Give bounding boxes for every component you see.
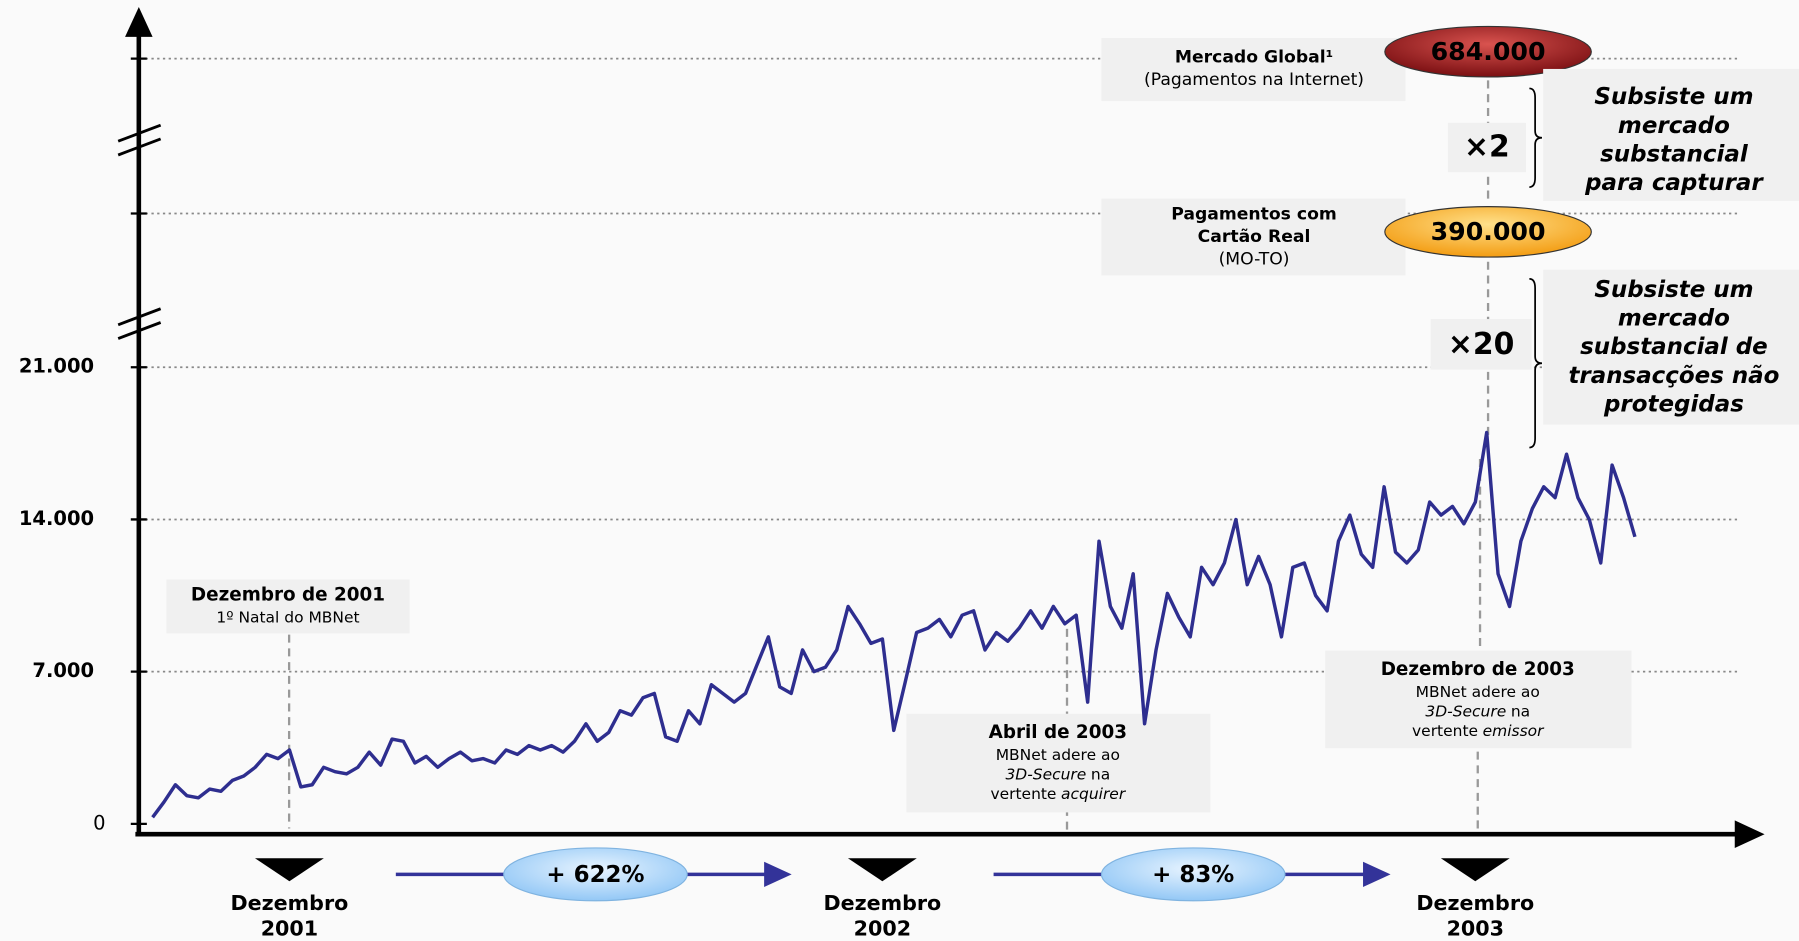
annotation-title: Dezembro de 2003: [1381, 659, 1575, 680]
remark: transacções não: [1568, 363, 1779, 389]
annotation-text: MBNet adere ao: [996, 746, 1120, 764]
level-name: Cartão Real: [1198, 227, 1311, 247]
level-name: Mercado Global¹: [1175, 47, 1333, 67]
annotation-title: Dezembro de 2001: [191, 585, 385, 606]
annotation-segment: 1º Natal do MBNet: [216, 608, 359, 626]
annotation-segment: MBNet adere ao: [996, 746, 1120, 764]
level-bubble: [1384, 206, 1592, 258]
growth-bubble: [1100, 847, 1286, 902]
remark: para capturar: [1584, 170, 1764, 196]
remark: mercado: [1618, 113, 1730, 139]
annotation-text: 1º Natal do MBNet: [216, 608, 359, 626]
remark: Subsiste um: [1594, 84, 1753, 110]
multiplier: ×2: [1464, 130, 1510, 165]
y-tick-label: 21.000: [19, 355, 94, 378]
annotation-box: [906, 713, 1211, 813]
level-value: 390.000: [1431, 217, 1546, 246]
brace: [1529, 278, 1543, 449]
remark: substancial: [1600, 141, 1749, 167]
growth-arrowhead: [764, 861, 792, 887]
multiplier: ×20: [1448, 327, 1515, 362]
y-tick-label: 7.000: [32, 659, 94, 682]
x-tick-label: Dezembro 2003: [1416, 891, 1534, 940]
level-name: (MO-TO): [1219, 249, 1290, 269]
annotation-text: 3D-Secure na: [1005, 765, 1110, 783]
remark: Subsiste um: [1594, 277, 1753, 303]
x-marker: [847, 858, 917, 882]
x-marker: [1440, 858, 1510, 882]
label-box: [1447, 122, 1526, 173]
annotation-text: vertente acquirer: [990, 785, 1126, 803]
annotation-segment: emissor: [1483, 721, 1545, 739]
annotation-segment: na: [1091, 765, 1110, 783]
label-box: [1101, 198, 1406, 276]
annotation-text: vertente emissor: [1412, 721, 1545, 739]
remark: protegidas: [1603, 392, 1744, 418]
data-line: [151, 430, 1637, 819]
annotation-segment: vertente: [1412, 721, 1478, 739]
label-box: [1543, 68, 1799, 201]
level-value: 684.000: [1431, 37, 1546, 66]
growth-bubble: [503, 847, 688, 902]
annotation-text: 3D-Secure na: [1425, 702, 1530, 720]
annotation-segment: 3D-Secure: [1425, 702, 1506, 720]
x-axis-arrow: [1734, 820, 1765, 848]
x-marker: [255, 858, 324, 882]
y-tick-label: 0: [93, 811, 105, 834]
growth-label: + 622%: [546, 862, 644, 888]
label-box: [1101, 37, 1406, 102]
y-axis-arrow: [125, 6, 153, 37]
annotation-segment: vertente: [990, 785, 1056, 803]
level-name: (Pagamentos na Internet): [1144, 70, 1364, 90]
remark: mercado: [1618, 306, 1730, 332]
remark: substancial de: [1580, 334, 1768, 360]
annotation-title: Abril de 2003: [989, 722, 1127, 743]
annotation-segment: acquirer: [1061, 785, 1127, 803]
label-box: [1430, 319, 1532, 370]
annotation-segment: MBNet adere ao: [1416, 682, 1540, 700]
annotation-text: MBNet adere ao: [1416, 682, 1540, 700]
annotation-segment: na: [1511, 702, 1530, 720]
level-bubble: [1384, 25, 1592, 78]
x-tick-label: Dezembro 2002: [823, 891, 941, 940]
x-tick-label: Dezembro 2001: [231, 891, 349, 940]
growth-arrowhead: [1363, 861, 1391, 887]
y-tick-label: 14.000: [19, 507, 94, 530]
label-box: [1543, 269, 1799, 425]
annotation-segment: 3D-Secure: [1005, 765, 1086, 783]
annotation-box: [166, 579, 410, 634]
brace: [1529, 87, 1543, 188]
level-name: Pagamentos com: [1171, 205, 1337, 225]
annotation-box: [1325, 650, 1632, 749]
growth-label: + 83%: [1152, 862, 1234, 888]
